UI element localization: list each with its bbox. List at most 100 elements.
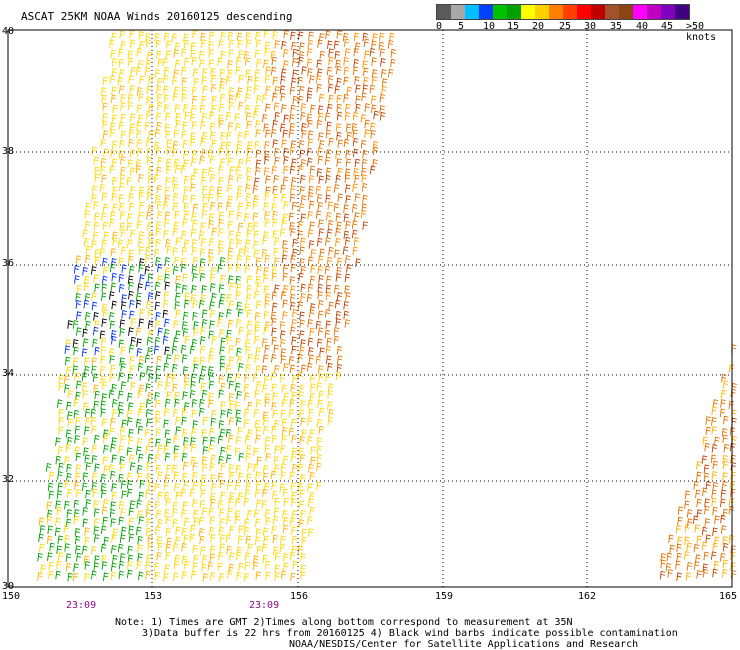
- wind-barb: [220, 401, 226, 410]
- wind-barb: [109, 263, 116, 273]
- wind-barb: [261, 500, 268, 509]
- wind-barb: [263, 326, 269, 336]
- wind-barb: [228, 230, 234, 239]
- wind-barb: [145, 570, 151, 580]
- wind-barb: [174, 554, 181, 564]
- wind-barb: [272, 120, 278, 129]
- wind-barb: [190, 443, 197, 453]
- wind-barb: [346, 263, 352, 273]
- wind-barb: [324, 265, 331, 275]
- wind-barb: [245, 363, 251, 373]
- wind-barb: [344, 174, 351, 183]
- wind-barb: [91, 365, 97, 375]
- wind-barb: [210, 410, 217, 419]
- wind-barb: [247, 401, 253, 411]
- wind-barb: [701, 526, 708, 536]
- wind-barb: [74, 446, 80, 456]
- wind-barb: [263, 202, 269, 211]
- wind-barb: [334, 249, 340, 259]
- wind-barb: [219, 329, 225, 338]
- wind-barb: [119, 139, 125, 149]
- wind-barb: [243, 383, 250, 393]
- lon-label-156: 156: [290, 591, 309, 602]
- wind-barb: [164, 267, 171, 276]
- wind-barb: [64, 456, 70, 465]
- wind-barb: [253, 509, 260, 518]
- wind-barb: [127, 275, 134, 285]
- wind-barb: [318, 219, 324, 228]
- wind-barb: [705, 416, 712, 425]
- wind-barb: [94, 320, 100, 329]
- wind-barb: [210, 266, 217, 276]
- lat-lon-grid: [8, 30, 732, 587]
- wind-barb: [146, 211, 152, 220]
- wind-barb: [327, 416, 334, 426]
- wind-barb: [211, 227, 218, 237]
- wind-barb: [174, 354, 180, 364]
- wind-barb: [144, 121, 151, 131]
- wind-barb: [299, 185, 305, 195]
- wind-barb: [271, 383, 278, 393]
- wind-barb: [722, 559, 729, 569]
- wind-barb: [119, 155, 126, 165]
- wind-barb: [82, 437, 89, 447]
- wind-barb: [209, 462, 215, 472]
- wind-barb: [345, 291, 351, 301]
- wind-barb: [127, 561, 133, 570]
- wind-barb: [300, 283, 306, 293]
- wind-barb: [144, 354, 151, 364]
- wind-barb: [75, 488, 82, 498]
- wind-barb: [253, 290, 260, 300]
- wind-barb: [336, 29, 343, 39]
- wind-barb: [201, 68, 208, 77]
- wind-barb: [120, 130, 127, 140]
- wind-barb: [300, 339, 306, 348]
- wind-barb: [279, 483, 286, 493]
- wind-barb: [290, 104, 296, 114]
- wind-barb: [126, 239, 133, 248]
- wind-barb: [58, 462, 64, 472]
- wind-barb: [714, 515, 720, 524]
- wind-barb: [704, 505, 710, 515]
- wind-barb: [282, 272, 289, 282]
- wind-barb: [65, 443, 72, 453]
- wind-barb: [128, 533, 135, 543]
- wind-barb: [163, 573, 169, 582]
- wind-barb: [93, 400, 99, 410]
- wind-barb: [172, 543, 179, 552]
- wind-barb: [319, 248, 326, 258]
- wind-barb: [235, 65, 241, 75]
- wind-barb: [183, 39, 190, 49]
- wind-barb: [351, 203, 358, 213]
- wind-barb: [236, 211, 243, 221]
- wind-barb: [273, 102, 280, 111]
- wind-barb: [247, 428, 253, 438]
- colorbar-segment: [661, 5, 675, 19]
- wind-barb: [218, 40, 224, 49]
- wind-barb: [362, 221, 368, 230]
- wind-barb: [166, 146, 173, 156]
- wind-barb: [94, 249, 101, 258]
- wind-barb: [100, 400, 106, 410]
- wind-barb: [255, 39, 262, 48]
- wind-barb: [244, 104, 251, 114]
- wind-barb: [210, 498, 216, 508]
- wind-barb: [118, 516, 125, 526]
- wind-barb: [289, 398, 295, 408]
- wind-barb: [712, 568, 718, 578]
- wind-barb: [218, 218, 224, 228]
- wind-barb: [201, 463, 208, 472]
- wind-barb: [118, 570, 125, 580]
- wind-barb: [234, 373, 241, 382]
- wind-barb: [183, 402, 190, 411]
- wind-barb: [164, 256, 171, 266]
- wind-barb: [225, 534, 232, 543]
- wind-barb: [265, 571, 271, 581]
- wind-barb: [235, 166, 242, 175]
- wind-barb: [138, 246, 145, 255]
- wind-barb: [354, 193, 361, 202]
- wind-barb: [270, 470, 277, 480]
- wind-barb: [198, 516, 205, 526]
- wind-barb: [155, 238, 161, 248]
